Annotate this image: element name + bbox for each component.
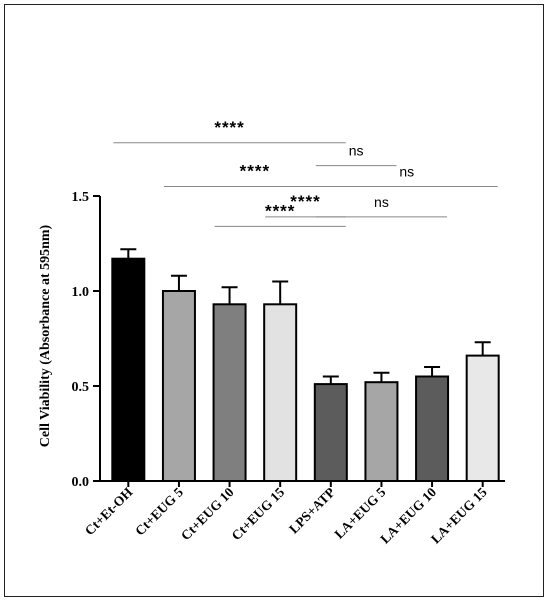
x-tick-label-0: Ct+Et-OH — [82, 484, 136, 538]
significance-label-6: ns — [374, 194, 389, 210]
bar-3 — [263, 303, 298, 482]
x-tick-label-1: Ct+EUG 5 — [132, 484, 186, 538]
bar-6 — [415, 375, 450, 482]
y-tick-label-2: 1.0 — [72, 285, 90, 300]
y-tick-label-1: 0.5 — [72, 380, 90, 395]
x-tick-label-4: LPS+ATP — [286, 485, 338, 537]
significance-label-3: **** — [290, 192, 320, 211]
bar-0 — [111, 257, 146, 483]
x-tick-label-2: Ct+EUG 10 — [178, 484, 237, 543]
significance-label-2: **** — [265, 201, 295, 220]
bar-2 — [212, 303, 247, 482]
significance-label-4: ns — [399, 164, 414, 180]
bar-1 — [161, 290, 196, 482]
bar-4 — [313, 383, 348, 483]
y-tick-label-3: 1.5 — [72, 190, 90, 205]
significance-label-0: **** — [214, 118, 244, 137]
y-axis-title: Cell Viability (Absorbance at 595nm) — [38, 224, 53, 447]
significance-label-5: ns — [349, 143, 364, 159]
x-tick-label-3: Ct+EUG 15 — [229, 484, 288, 543]
bars — [111, 248, 500, 483]
figure-frame — [4, 4, 544, 597]
bar-7 — [465, 354, 500, 483]
y-tick-label-0: 0.0 — [72, 475, 90, 490]
bar-5 — [364, 381, 399, 483]
significance-label-1: **** — [240, 162, 270, 181]
